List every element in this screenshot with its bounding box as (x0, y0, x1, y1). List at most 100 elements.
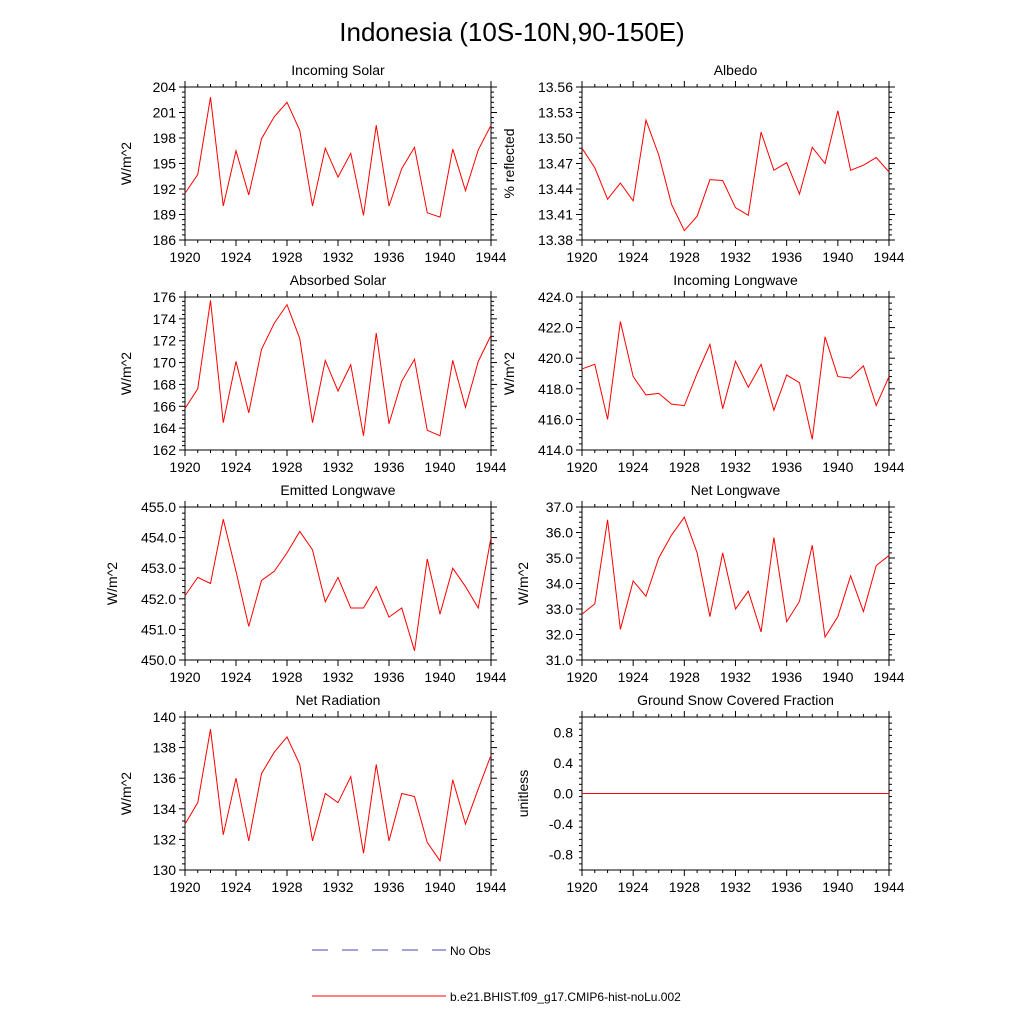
x-tick-label: 1920 (169, 459, 200, 475)
y-tick-label: 13.56 (538, 79, 573, 95)
legend-label-0: No Obs (450, 944, 491, 958)
series-line-0 (581, 516, 890, 639)
panel-title: Albedo (714, 62, 758, 78)
y-tick-label: 189 (153, 207, 177, 223)
x-tick-label: 1940 (822, 249, 853, 265)
y-tick-label: 172 (153, 333, 177, 349)
plot-frame (581, 296, 890, 451)
y-tick-label: 186 (153, 232, 177, 248)
x-tick-label: 1932 (322, 249, 353, 265)
x-tick-label: 1924 (220, 669, 251, 685)
x-tick-label: 1932 (720, 879, 751, 895)
y-tick-label: 454.0 (141, 530, 176, 546)
plot-frame (184, 86, 492, 241)
x-tick-label: 1924 (618, 249, 649, 265)
x-tick-label: 1936 (373, 459, 404, 475)
y-tick-label: 170 (153, 355, 177, 371)
y-tick-label: 34.0 (546, 576, 573, 592)
y-axis-label: W/m^2 (501, 352, 517, 395)
y-tick-label: 140 (153, 709, 177, 725)
figure-title: Indonesia (10S-10N,90-150E) (339, 17, 684, 47)
x-tick-label: 1940 (424, 249, 455, 265)
plot-frame (184, 716, 492, 871)
y-axis-label: W/m^2 (118, 772, 134, 815)
x-tick-label: 1928 (271, 879, 302, 895)
y-tick-label: 31.0 (546, 652, 573, 668)
panel-title: Ground Snow Covered Fraction (637, 692, 834, 708)
y-tick-label: 36.0 (546, 525, 573, 541)
x-tick-label: 1944 (475, 459, 506, 475)
y-tick-label: 452.0 (141, 591, 176, 607)
x-tick-label: 1936 (771, 459, 802, 475)
x-tick-label: 1932 (720, 249, 751, 265)
panel-title: Net Longwave (691, 482, 781, 498)
plot-frame (581, 506, 890, 661)
x-tick-label: 1920 (169, 879, 200, 895)
x-tick-label: 1920 (169, 669, 200, 685)
y-tick-label: 198 (153, 130, 177, 146)
x-tick-label: 1928 (271, 249, 302, 265)
y-tick-label: 32.0 (546, 627, 573, 643)
series-line-0 (184, 519, 492, 651)
x-tick-label: 1944 (475, 879, 506, 895)
y-tick-label: 414.0 (538, 442, 573, 458)
y-tick-label: -0.4 (549, 816, 573, 832)
y-tick-label: 35.0 (546, 550, 573, 566)
y-tick-label: 174 (153, 311, 177, 327)
y-tick-label: 13.47 (538, 156, 573, 172)
legend-label-1: b.e21.BHIST.f09_g17.CMIP6-hist-noLu.002 (450, 990, 681, 1004)
x-tick-label: 1932 (322, 459, 353, 475)
y-tick-label: 420.0 (538, 350, 573, 366)
y-axis-label: unitless (515, 770, 531, 817)
y-tick-label: 162 (153, 442, 177, 458)
x-tick-label: 1928 (271, 459, 302, 475)
chart-panel-2: Absorbed Solar 1920 1924 1928 1932 1936 1940 19… (118, 272, 507, 475)
y-tick-label: 451.0 (141, 621, 176, 637)
y-tick-label: 138 (153, 740, 177, 756)
y-tick-label: -0.8 (549, 847, 573, 863)
chart-panel-6: Net Radiation 1920 1924 1928 1932 1936 1940 194… (118, 692, 507, 895)
plot-frame (581, 86, 890, 241)
panel-title: Incoming Solar (291, 62, 385, 78)
x-tick-label: 1920 (566, 249, 597, 265)
x-tick-label: 1936 (373, 879, 404, 895)
chart-panel-1: Albedo 1920 1924 1928 1932 1936 1940 1944 13.38 1… (501, 62, 905, 265)
y-tick-label: 134 (153, 801, 177, 817)
x-tick-label: 1928 (669, 249, 700, 265)
chart-panel-7: Ground Snow Covered Fraction 1920 1924 1928… (515, 692, 905, 895)
y-tick-label: 0.0 (554, 786, 574, 802)
x-tick-label: 1936 (373, 669, 404, 685)
y-tick-label: 204 (153, 79, 177, 95)
x-tick-label: 1940 (424, 459, 455, 475)
y-axis-label: W/m^2 (515, 562, 531, 605)
y-tick-label: 13.44 (538, 181, 573, 197)
y-tick-label: 166 (153, 398, 177, 414)
y-tick-label: 0.8 (554, 724, 574, 740)
x-tick-label: 1928 (669, 669, 700, 685)
x-tick-label: 1920 (169, 249, 200, 265)
y-tick-label: 416.0 (538, 411, 573, 427)
x-tick-label: 1936 (771, 669, 802, 685)
x-tick-label: 1944 (873, 879, 904, 895)
y-tick-label: 132 (153, 831, 177, 847)
x-tick-label: 1924 (220, 249, 251, 265)
chart-panel-5: Net Longwave 1920 1924 1928 1932 1936 1940 1944… (515, 482, 905, 685)
y-tick-label: 130 (153, 862, 177, 878)
y-tick-label: 168 (153, 376, 177, 392)
chart-panel-4: Emitted Longwave 1920 1924 1928 1932 1936 1940… (104, 482, 507, 685)
y-tick-label: 33.0 (546, 601, 573, 617)
y-tick-label: 192 (153, 181, 177, 197)
y-tick-label: 455.0 (141, 499, 176, 515)
y-tick-label: 424.0 (538, 289, 573, 305)
chart-panel-3: Incoming Longwave 1920 1924 1928 1932 1936 194… (501, 272, 905, 475)
y-tick-label: 195 (153, 156, 177, 172)
x-tick-label: 1936 (771, 249, 802, 265)
x-tick-label: 1928 (669, 459, 700, 475)
y-tick-label: 37.0 (546, 499, 573, 515)
y-tick-label: 136 (153, 770, 177, 786)
y-tick-label: 176 (153, 289, 177, 305)
x-tick-label: 1936 (373, 249, 404, 265)
y-tick-label: 450.0 (141, 652, 176, 668)
x-tick-label: 1944 (873, 459, 904, 475)
